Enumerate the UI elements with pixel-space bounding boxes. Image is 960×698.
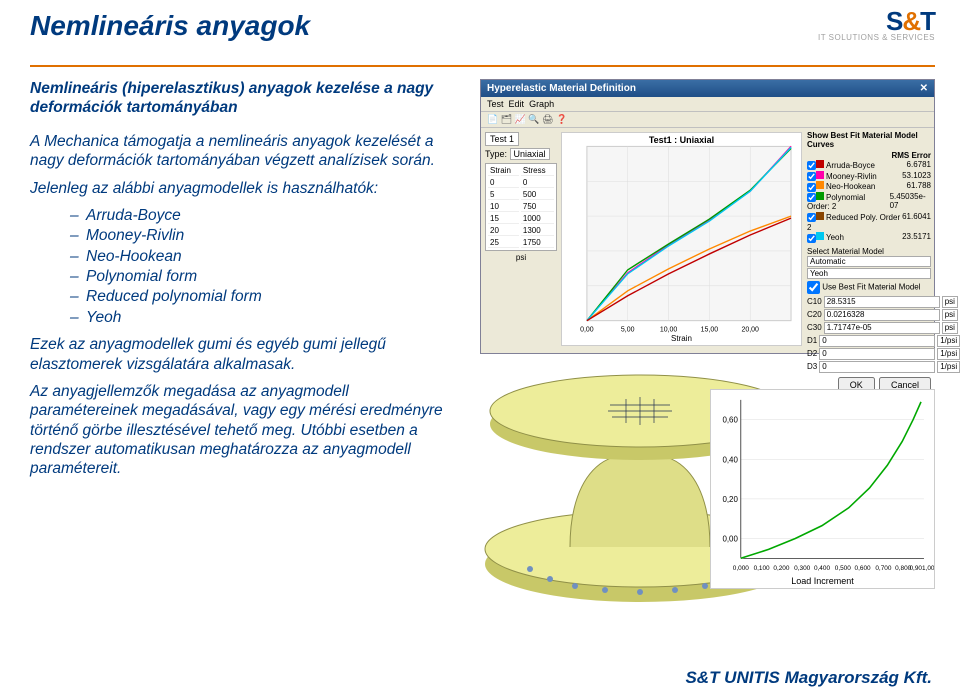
coeff-row[interactable]: D11/psi — [807, 335, 931, 347]
svg-text:0,300: 0,300 — [794, 565, 810, 572]
hyperelastic-dialog: Hyperelastic Material Definition ✕ Test … — [480, 79, 935, 354]
strain-stress-table[interactable]: StrainStress 00 5500 10750 151000 201300… — [485, 163, 557, 251]
list-item: Polynomial form — [70, 267, 460, 286]
paragraph: Az anyagjellemzők megadása az anyagmodel… — [30, 382, 460, 479]
svg-text:0,60: 0,60 — [722, 416, 738, 425]
stress-strain-chart: Test1 : Uniaxial — [561, 132, 802, 346]
rms-row: Polynomial Order: 25.45035e-07 — [807, 192, 931, 212]
list-item: Neo-Hookean — [70, 247, 460, 266]
svg-text:0,100: 0,100 — [754, 565, 770, 572]
best-fit-checkbox[interactable] — [807, 281, 820, 294]
type-label: Type: — [485, 149, 507, 159]
coeff-row[interactable]: C30psi — [807, 322, 931, 334]
type-select[interactable]: Uniaxial — [510, 148, 550, 160]
psi-label: psi — [485, 253, 557, 262]
svg-text:10,00: 10,00 — [660, 327, 678, 334]
paragraph: Ezek az anyagmodellek gumi és egyéb gumi… — [30, 335, 460, 374]
paragraph: A Mechanica támogatja a nemlineáris anya… — [30, 132, 460, 171]
subtitle: Nemlineáris (hiperelasztikus) anyagok ke… — [30, 79, 460, 118]
svg-text:5,00: 5,00 — [621, 327, 635, 334]
fit-header: Show Best Fit Material Model Curves — [807, 131, 931, 149]
dialog-toolbar[interactable]: 📄 🗂 📈 🔍 🖨 ❓ — [481, 112, 934, 128]
list-item: Reduced polynomial form — [70, 287, 460, 306]
svg-text:0,20: 0,20 — [722, 495, 738, 504]
model-list: Arruda-Boyce Mooney-Rivlin Neo-Hookean P… — [70, 206, 460, 327]
svg-text:0,500: 0,500 — [835, 565, 851, 572]
svg-text:0,40: 0,40 — [722, 455, 738, 464]
rms-row: Neo-Hookean61.788 — [807, 181, 931, 192]
svg-text:0,000: 0,000 — [733, 565, 749, 572]
load-increment-chart: 0,60 0,40 0,20 0,00 0,000 0,1000,200 0,300 0… — [710, 389, 935, 589]
coeff-row[interactable]: C10psi — [807, 296, 931, 308]
svg-text:0,400: 0,400 — [814, 565, 830, 572]
svg-text:0,600: 0,600 — [855, 565, 871, 572]
rms-row: Mooney-Rivlin53.1023 — [807, 171, 931, 182]
page-title: Nemlineáris anyagok — [30, 10, 940, 42]
svg-text:15,00: 15,00 — [701, 327, 719, 334]
close-icon[interactable]: ✕ — [920, 83, 928, 94]
model-select-2[interactable]: Yeoh — [807, 268, 931, 279]
rms-row: Reduced Poly. Order 261.6041 — [807, 212, 931, 232]
select-model-label: Select Material Model — [807, 247, 931, 256]
list-item: Yeoh — [70, 308, 460, 327]
dialog-menubar[interactable]: Test Edit Graph — [481, 97, 934, 112]
coeff-row[interactable]: D21/psi — [807, 348, 931, 360]
company-logo: S&T IT SOLUTIONS & SERVICES — [818, 8, 935, 42]
svg-text:0,901,00: 0,901,00 — [909, 565, 934, 572]
tab-test1[interactable]: Test 1 — [485, 132, 519, 146]
list-item: Arruda-Boyce — [70, 206, 460, 225]
rms-row: Arruda-Boyce6.6781 — [807, 160, 931, 171]
footer-text: S&T UNITIS Magyarország Kft. — [685, 668, 932, 688]
list-item: Mooney-Rivlin — [70, 226, 460, 245]
coeff-row[interactable]: C20psi — [807, 309, 931, 321]
rms-row: Yeoh23.5171 — [807, 232, 931, 243]
svg-text:0,200: 0,200 — [773, 565, 789, 572]
svg-text:0,700: 0,700 — [875, 565, 891, 572]
svg-text:20,00: 20,00 — [741, 327, 759, 334]
svg-text:0,00: 0,00 — [580, 327, 594, 334]
dialog-title: Hyperelastic Material Definition — [487, 83, 636, 94]
model-select[interactable]: Automatic — [807, 256, 931, 267]
paragraph: Jelenleg az alábbi anyagmodellek is hasz… — [30, 179, 460, 198]
svg-text:0,00: 0,00 — [722, 534, 738, 543]
